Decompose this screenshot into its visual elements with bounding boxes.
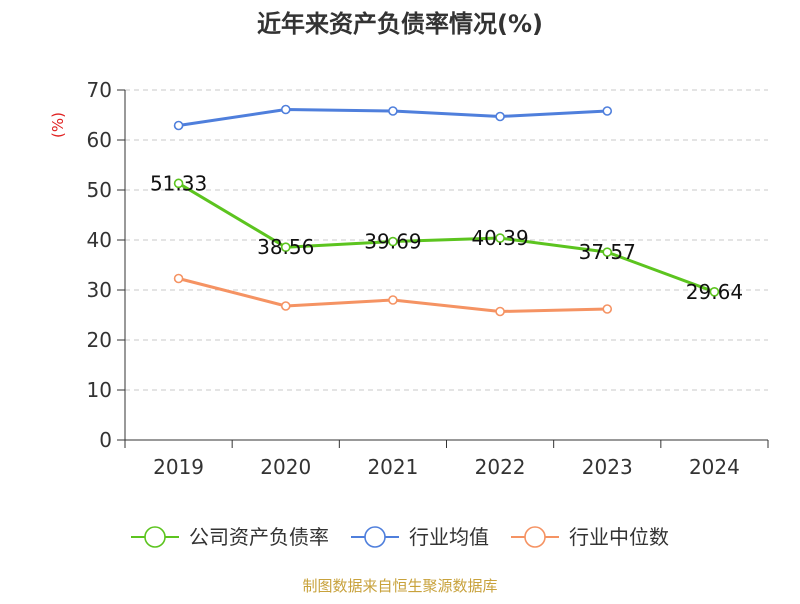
legend-marker xyxy=(144,526,166,548)
y-tick-label: 50 xyxy=(87,178,112,202)
x-tick-label: 2022 xyxy=(475,455,526,479)
gridlines xyxy=(125,89,768,391)
data-point xyxy=(388,106,398,116)
data-point xyxy=(495,306,505,317)
data-point xyxy=(388,295,398,305)
data-point xyxy=(602,247,613,257)
data-point xyxy=(709,286,720,297)
chart-title: 近年来资产负债率情况(%) xyxy=(257,10,543,38)
y-tick-label: 40 xyxy=(87,228,112,252)
legend: 公司资产负债率 行业均值 行业中位数 xyxy=(131,525,669,549)
series-0 xyxy=(173,178,720,297)
series-lines xyxy=(173,104,720,317)
data-label: 51.33 xyxy=(150,171,207,195)
data-label: 38.56 xyxy=(257,235,314,259)
data-point xyxy=(173,120,184,131)
data-point xyxy=(602,304,613,314)
legend-label: 行业中位数 xyxy=(569,525,669,549)
axes: 0 10 20 30 40 50 60 70 2019 2020 2021 2022 2023 2024 xyxy=(87,78,769,479)
y-tick-label: 20 xyxy=(87,328,112,352)
legend-label: 公司资产负债率 xyxy=(189,525,329,549)
data-point xyxy=(388,236,398,247)
legend-label: 行业均值 xyxy=(409,525,489,549)
data-labels: 51.33 38.56 39.69 40.39 37.57 29.64 xyxy=(150,171,743,303)
data-point xyxy=(173,273,184,284)
x-tick-label: 2024 xyxy=(689,455,740,479)
data-point xyxy=(495,111,505,122)
data-label: 39.69 xyxy=(364,230,421,254)
data-point xyxy=(495,233,505,243)
legend-marker xyxy=(364,526,386,548)
legend-item-1: 行业均值 xyxy=(351,525,489,549)
series-1 xyxy=(173,104,613,131)
legend-marker xyxy=(524,526,546,548)
data-point xyxy=(173,178,184,189)
legend-item-2: 行业中位数 xyxy=(511,525,669,549)
y-tick-label: 60 xyxy=(87,128,112,152)
data-point xyxy=(280,104,291,115)
y-tick-label: 70 xyxy=(87,78,112,102)
data-point xyxy=(280,242,291,252)
x-tick-label: 2023 xyxy=(582,455,633,479)
y-tick-label: 0 xyxy=(99,428,112,452)
y-tick-label: 30 xyxy=(87,278,112,302)
series-line xyxy=(178,277,608,313)
legend-item-0: 公司资产负债率 xyxy=(131,525,329,549)
data-source-note: 制图数据来自恒生聚源数据库 xyxy=(302,577,497,595)
x-tick-label: 2020 xyxy=(260,455,311,479)
data-label: 29.64 xyxy=(686,280,743,304)
y-axis-label: (%) xyxy=(49,112,67,138)
data-point xyxy=(280,301,291,311)
data-label: 40.39 xyxy=(471,226,528,250)
data-label: 37.57 xyxy=(579,240,636,264)
data-point xyxy=(602,106,613,116)
x-tick-label: 2021 xyxy=(367,455,418,479)
series-line xyxy=(177,182,715,294)
series-2 xyxy=(173,273,613,317)
y-tick-label: 10 xyxy=(87,378,112,402)
x-tick-label: 2019 xyxy=(153,455,204,479)
